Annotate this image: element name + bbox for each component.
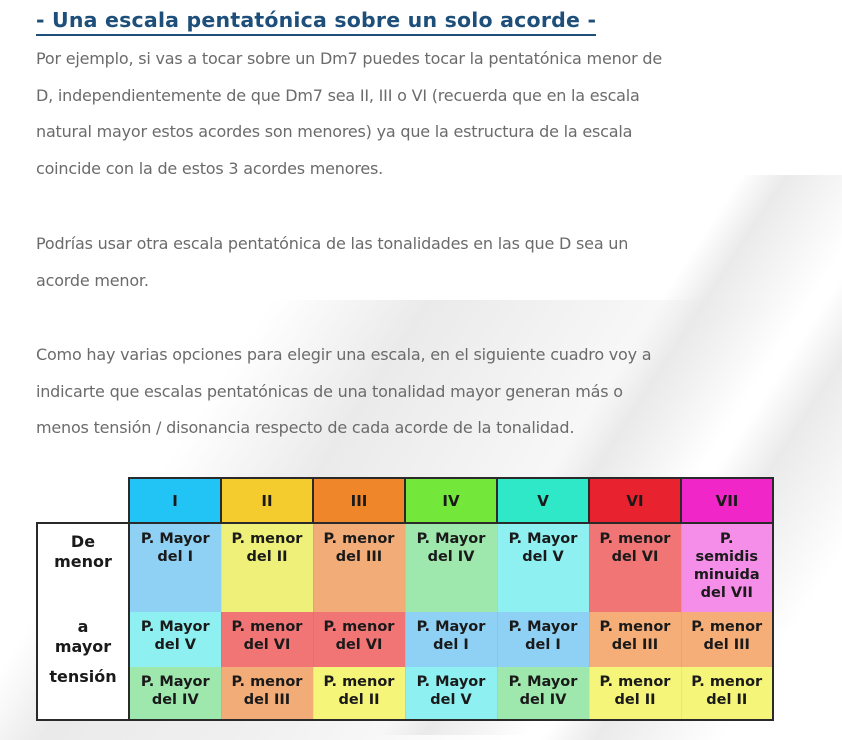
table-cell: P. menor del VI	[220, 612, 314, 667]
section-title: - Una escala pentatónica sobre un solo a…	[36, 6, 597, 36]
header-degree-II: II	[220, 477, 314, 524]
paragraph-2: Podrías usar otra escala pentatónica de …	[36, 226, 776, 299]
paragraph-line: acorde menor.	[36, 270, 149, 290]
paragraph-line: Como hay varias opciones para elegir una…	[36, 345, 652, 364]
paragraph-1: Por ejemplo, si vas a tocar sobre un Dm7…	[36, 41, 776, 187]
table-cell: P. menor del III	[680, 612, 774, 667]
tension-scale-label: De menor a mayor tensión	[36, 522, 130, 721]
header-row: I II III IV V VI VII	[37, 477, 774, 524]
paragraph-line: menos tensión / disonancia respecto de c…	[36, 418, 575, 437]
table-cell: P. Mayor del I	[128, 523, 222, 612]
table-cell: P. Mayor del IV	[404, 523, 498, 612]
table-cell: P. Mayor del I	[404, 612, 498, 667]
label-text: a	[77, 617, 89, 636]
table-cell: P. menor del II	[220, 523, 314, 612]
table-cell: P. menor del II	[312, 667, 406, 721]
paragraph-line: Por ejemplo, si vas a tocar sobre un Dm7…	[36, 49, 662, 68]
table-cell: P. menor del II	[588, 667, 682, 721]
paragraph-line: coincide con la de estos 3 acordes menor…	[36, 158, 384, 178]
table-row: P. Mayor del IV P. menor del III P. menor d…	[37, 667, 774, 721]
table-cell: P. menor del VI	[588, 523, 682, 612]
table-cell: P. menor del VI	[312, 612, 406, 667]
paragraph-3: Como hay varias opciones para elegir una…	[36, 337, 776, 447]
label-text: tensión	[49, 667, 117, 686]
table-cell: P. menor del III	[588, 612, 682, 667]
table-cell: P. Mayor del IV	[496, 667, 590, 721]
header-degree-V: V	[496, 477, 590, 524]
paragraph-line: D, independientemente de que Dm7 sea II,…	[36, 85, 640, 105]
header-degree-I: I	[128, 477, 222, 524]
table-cell: P. Mayor del I	[496, 612, 590, 667]
paragraph-line: Podrías usar otra escala pentatónica de …	[36, 234, 629, 253]
table-cell: P. Mayor del V	[404, 667, 498, 721]
table-cell: P. Mayor del V	[128, 612, 222, 667]
label-text: De	[70, 532, 96, 551]
table-row: P. Mayor del V P. menor del VI P. menor del…	[37, 612, 774, 667]
empty-corner-cell	[37, 478, 129, 523]
label-text: mayor	[54, 637, 112, 656]
table-cell: P. Mayor del IV	[128, 667, 222, 721]
pentatonic-tension-table: I II III IV V VI VII De menor a mayor te…	[36, 477, 774, 721]
table-cell: P. menor del III	[312, 523, 406, 612]
header-degree-III: III	[312, 477, 406, 524]
paragraph-line: indicarte que escalas pentatónicas de un…	[36, 381, 623, 401]
header-degree-IV: IV	[404, 477, 498, 524]
table-cell: P. Mayor del V	[496, 523, 590, 612]
table-cell: P. semidis minuida del VII	[680, 523, 774, 612]
table-cell: P. menor del III	[220, 667, 314, 721]
table-cell: P. menor del II	[680, 667, 774, 721]
label-text: menor	[54, 552, 112, 571]
header-degree-VII: VII	[680, 477, 774, 524]
paragraph-line: natural mayor estos acordes son menores)…	[36, 122, 633, 141]
table-row: De menor a mayor tensión P. Mayor del I P…	[36, 522, 774, 721]
header-degree-VI: VI	[588, 477, 682, 524]
